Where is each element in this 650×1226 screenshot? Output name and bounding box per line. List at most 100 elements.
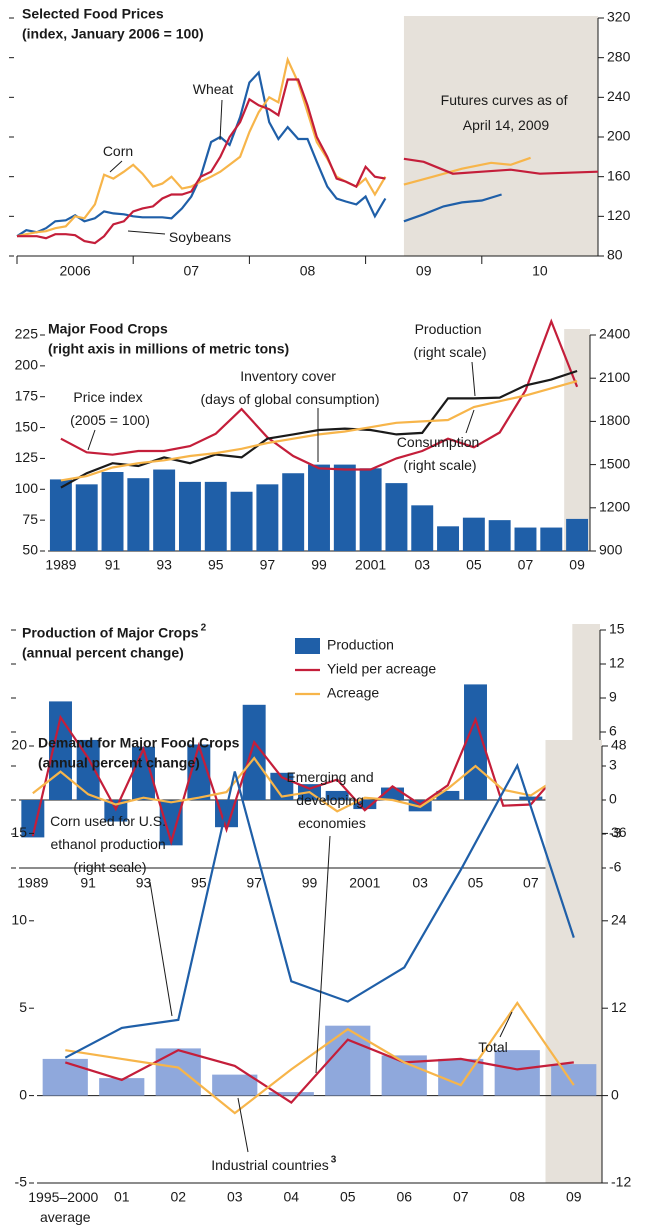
y-tick-label: -5	[15, 1174, 28, 1190]
price-line	[403, 156, 531, 186]
chart-subtitle: (annual percent change)	[22, 645, 184, 661]
x-tick-label: 05	[466, 557, 482, 573]
leader-line	[315, 835, 331, 1074]
x-tick-label: 05	[340, 1189, 356, 1205]
y-tick-label: 320	[607, 9, 631, 25]
bar	[551, 1064, 597, 1096]
y-tick-label: 3	[609, 757, 617, 773]
bar	[268, 1092, 314, 1096]
x-tick-label: 08	[300, 263, 316, 279]
y-tick-label: 0	[609, 791, 617, 807]
bar	[127, 478, 150, 551]
chart-title: Major Food Crops	[48, 321, 168, 337]
leader-line	[465, 409, 475, 434]
chart-title: Demand for Major Food Crops	[38, 735, 240, 751]
y-tick-label: 1500	[599, 455, 630, 471]
series-label: Production (right scale)	[413, 321, 486, 360]
x-tick-label: 09	[566, 1189, 582, 1205]
bar	[178, 481, 201, 551]
bar	[99, 1078, 145, 1096]
y-tick-label: 150	[15, 418, 39, 434]
y-tick-label: 15	[11, 824, 27, 840]
y-tick-label: 120	[607, 207, 631, 223]
leader-line	[149, 881, 173, 1017]
x-tick-label: 04	[283, 1189, 299, 1205]
series-line	[31, 714, 587, 846]
bar	[159, 800, 183, 846]
price-line	[16, 70, 387, 238]
x-tick-label: 07	[523, 875, 539, 891]
y-tick-label: -6	[609, 859, 622, 875]
bar	[411, 505, 434, 551]
bar	[153, 469, 176, 551]
x-tick-label: 97	[246, 875, 262, 891]
series-line	[64, 1038, 574, 1105]
y-tick-label: 10	[11, 912, 27, 928]
y-tick-label: 1200	[599, 499, 630, 515]
x-tick-label: 03	[412, 875, 428, 891]
series-label: Industrial countries	[211, 1157, 329, 1173]
bar	[462, 517, 485, 551]
x-tick-label: 05	[468, 875, 484, 891]
legend-swatch	[295, 638, 320, 654]
y-tick-label: 280	[607, 48, 631, 64]
y-tick-label: 48	[611, 737, 627, 753]
x-tick-label: 07	[184, 263, 200, 279]
bar	[42, 1058, 88, 1096]
x-tick-label: 91	[105, 557, 121, 573]
bar	[514, 527, 537, 551]
series-label: Consumption (right scale)	[397, 434, 483, 473]
y-tick-label: 125	[15, 449, 39, 465]
footnote-mark: 3	[331, 1155, 337, 1166]
bar	[488, 520, 511, 551]
bar	[519, 796, 543, 800]
bar	[212, 1074, 258, 1096]
x-tick-label: 95	[208, 557, 224, 573]
x-tick-label: 09	[569, 557, 585, 573]
bar	[49, 479, 72, 551]
bar	[566, 518, 589, 551]
bar	[494, 1050, 540, 1096]
x-tick-label: 2001	[349, 875, 380, 891]
y-tick-label: 200	[607, 128, 631, 144]
x-tick-label: 08	[509, 1189, 525, 1205]
y-tick-label: 80	[607, 247, 623, 263]
y-tick-label: 6	[609, 723, 617, 739]
y-tick-label: 160	[607, 167, 631, 183]
x-tick-label: 1989	[17, 875, 48, 891]
leader-line	[471, 361, 476, 397]
series-line	[64, 762, 575, 1059]
legend-label: Yield per acreage	[327, 661, 436, 677]
chart-subtitle: (annual percent change)	[38, 755, 200, 771]
forecast-shade	[403, 16, 598, 256]
bar	[230, 491, 253, 551]
leader-line	[499, 1011, 513, 1038]
series-line	[65, 1001, 575, 1115]
price-line	[403, 157, 599, 175]
leader-line	[109, 160, 123, 173]
x-tick-label: 2006	[60, 263, 91, 279]
y-tick-label: 12	[609, 655, 625, 671]
x-tick-label: 07	[518, 557, 534, 573]
bar	[308, 464, 330, 551]
bar	[385, 483, 408, 551]
legend-label: Acreage	[327, 685, 379, 701]
x-tick-label: 99	[311, 557, 327, 573]
x-tick-label: 99	[302, 875, 318, 891]
series-label: Corn used for U.S. ethanol production (r…	[50, 813, 170, 875]
series-label: Corn	[103, 143, 133, 159]
y-tick-label: 20	[11, 737, 27, 753]
y-tick-label: -3	[609, 825, 622, 841]
leader-line	[87, 429, 96, 451]
y-tick-label: -12	[611, 1174, 631, 1190]
y-tick-label: 15	[609, 621, 625, 637]
series-label: Soybeans	[169, 229, 231, 245]
bar	[325, 1025, 371, 1096]
bar	[76, 739, 100, 800]
forecast-shade	[545, 740, 602, 1183]
y-tick-label: 0	[19, 1086, 27, 1102]
price-line	[17, 78, 386, 245]
y-tick-label: 12	[611, 999, 627, 1015]
x-tick-label: 91	[80, 875, 96, 891]
bar	[187, 744, 211, 800]
